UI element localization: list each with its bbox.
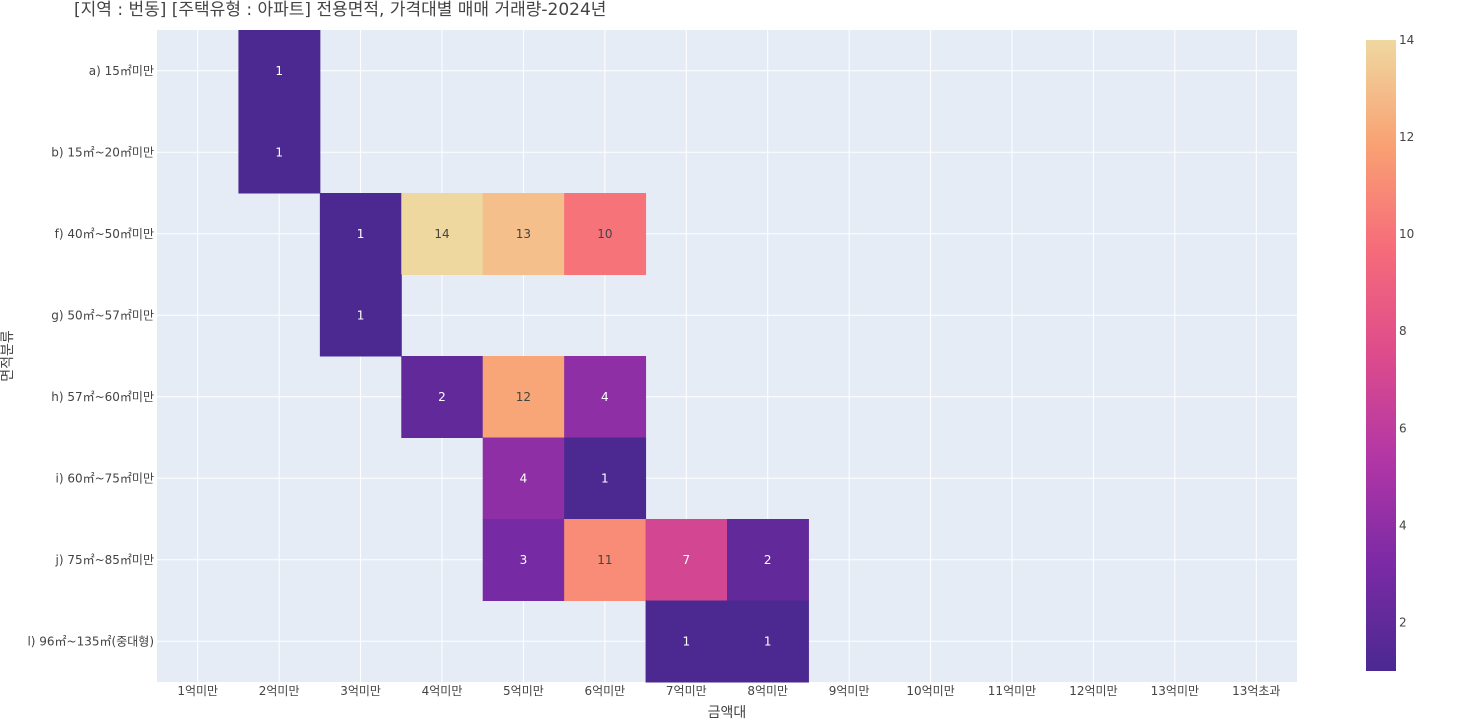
heatmap-cell bbox=[482, 519, 565, 601]
x-tick-label: 4억미만 bbox=[422, 684, 463, 698]
colorbar-tick-label: 6 bbox=[1399, 421, 1407, 435]
x-tick-label: 11억미만 bbox=[988, 684, 1036, 698]
heatmap-cell bbox=[564, 356, 647, 438]
y-tick-label: i) 60㎡~75㎡미만 bbox=[55, 471, 154, 485]
heatmap-cell bbox=[645, 519, 728, 601]
heatmap-cell bbox=[727, 600, 809, 683]
cell-value-label: 2 bbox=[764, 553, 772, 567]
colorbar-ticks: 2 4 6 8 10 12 14 bbox=[1399, 33, 1414, 629]
cell-value-label: 10 bbox=[597, 227, 612, 241]
x-axis-ticks: 1억미만 2억미만 3억미만 4억미만 5억미만 6억미만 7억미만 8억미만 9억미만 10억미… bbox=[177, 684, 1280, 698]
cell-value-label: 11 bbox=[597, 553, 612, 567]
heatmap-cell bbox=[564, 193, 647, 275]
cell-value-label: 1 bbox=[357, 308, 365, 322]
y-tick-label: f) 40㎡~50㎡미만 bbox=[55, 227, 154, 241]
x-tick-label: 12억미만 bbox=[1069, 684, 1117, 698]
heatmap-cell bbox=[319, 274, 402, 357]
heatmap-cell bbox=[319, 193, 402, 275]
cell-value-label: 1 bbox=[682, 634, 690, 648]
cell-value-label: 4 bbox=[520, 471, 528, 485]
colorbar-tick-label: 4 bbox=[1399, 518, 1407, 532]
x-axis-title: 금액대 bbox=[708, 705, 747, 721]
x-tick-label: 9억미만 bbox=[829, 684, 870, 698]
cell-value-label: 1 bbox=[275, 145, 283, 159]
x-tick-label: 7억미만 bbox=[666, 684, 707, 698]
heatmap-cell bbox=[564, 437, 647, 520]
y-tick-label: l) 96㎡~135㎡(중대형) bbox=[27, 634, 154, 648]
cell-value-label: 1 bbox=[357, 227, 365, 241]
heatmap-cell bbox=[482, 193, 565, 275]
y-tick-label: j) 75㎡~85㎡미만 bbox=[54, 553, 154, 567]
colorbar-tick-label: 14 bbox=[1399, 33, 1414, 47]
cell-value-label: 1 bbox=[601, 471, 609, 485]
x-tick-label: 8억미만 bbox=[747, 684, 788, 698]
chart-title: [지역 : 번동] [주택유형 : 아파트] 전용면적, 가격대별 매매 거래량… bbox=[74, 0, 606, 20]
cell-value-label: 14 bbox=[434, 227, 449, 241]
heatmap-cell bbox=[482, 437, 565, 520]
cell-value-label: 2 bbox=[438, 390, 446, 404]
y-tick-label: a) 15㎡미만 bbox=[89, 64, 154, 78]
colorbar-tick-label: 12 bbox=[1399, 130, 1414, 144]
heatmap-cell bbox=[401, 356, 484, 438]
heatmap-cell bbox=[482, 356, 565, 438]
cell-value-label: 1 bbox=[764, 634, 772, 648]
colorbar-tick-label: 10 bbox=[1399, 227, 1414, 241]
cell-value-label: 4 bbox=[601, 390, 609, 404]
y-tick-label: h) 57㎡~60㎡미만 bbox=[51, 390, 154, 404]
x-tick-label: 6억미만 bbox=[584, 684, 625, 698]
cell-value-label: 13 bbox=[516, 227, 531, 241]
heatmap-cell bbox=[727, 519, 809, 601]
cell-value-label: 3 bbox=[520, 553, 528, 567]
x-tick-label: 1억미만 bbox=[177, 684, 218, 698]
heatmap-cell bbox=[238, 30, 321, 112]
x-tick-label: 13억초과 bbox=[1232, 684, 1280, 698]
y-tick-label: b) 15㎡~20㎡미만 bbox=[51, 145, 154, 159]
y-axis-title: 면적분류 bbox=[0, 330, 16, 382]
colorbar bbox=[1366, 40, 1396, 671]
colorbar-tick-label: 8 bbox=[1399, 324, 1407, 338]
x-tick-label: 5억미만 bbox=[503, 684, 544, 698]
x-tick-label: 3억미만 bbox=[340, 684, 381, 698]
heatmap-cell bbox=[401, 193, 484, 275]
heatmap-cell bbox=[564, 519, 647, 601]
heatmap-cell bbox=[238, 111, 321, 194]
x-tick-label: 10억미만 bbox=[906, 684, 954, 698]
cell-value-label: 7 bbox=[682, 553, 690, 567]
x-tick-label: 2억미만 bbox=[259, 684, 300, 698]
y-axis-ticks: a) 15㎡미만 b) 15㎡~20㎡미만 f) 40㎡~50㎡미만 g) 50㎡~5… bbox=[27, 64, 154, 649]
heatmap-cell bbox=[645, 600, 728, 683]
y-tick-label: g) 50㎡~57㎡미만 bbox=[51, 308, 154, 322]
x-tick-label: 13억미만 bbox=[1151, 684, 1199, 698]
cell-value-label: 12 bbox=[516, 390, 531, 404]
colorbar-tick-label: 2 bbox=[1399, 615, 1407, 629]
cell-value-label: 1 bbox=[275, 64, 283, 78]
